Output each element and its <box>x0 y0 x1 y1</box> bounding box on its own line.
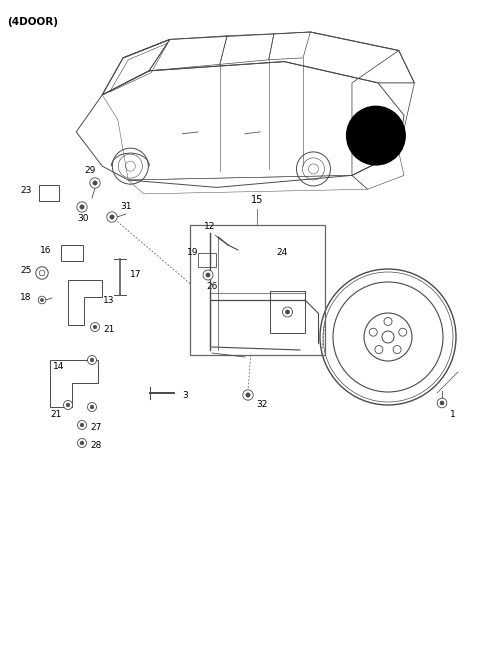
Text: 18: 18 <box>20 293 32 302</box>
Text: 14: 14 <box>53 362 64 371</box>
Circle shape <box>399 328 407 336</box>
Circle shape <box>93 325 97 329</box>
Text: 1: 1 <box>450 410 456 419</box>
Text: 27: 27 <box>90 423 101 432</box>
Text: 24: 24 <box>276 248 287 257</box>
Circle shape <box>38 296 46 304</box>
Text: 21: 21 <box>50 410 61 419</box>
Bar <box>61 245 83 261</box>
Circle shape <box>80 441 84 445</box>
Text: 23: 23 <box>20 186 31 195</box>
Text: 32: 32 <box>256 400 267 409</box>
Circle shape <box>246 393 250 397</box>
Circle shape <box>286 310 289 314</box>
Circle shape <box>346 105 406 166</box>
Bar <box>270 291 305 333</box>
Circle shape <box>90 405 94 409</box>
Circle shape <box>77 438 86 447</box>
Circle shape <box>80 205 84 209</box>
Circle shape <box>87 356 96 364</box>
Text: 25: 25 <box>20 266 31 275</box>
Text: 30: 30 <box>77 214 88 223</box>
Circle shape <box>206 273 210 277</box>
Text: 19: 19 <box>187 248 199 257</box>
Circle shape <box>243 390 253 400</box>
Text: 13: 13 <box>103 296 115 305</box>
Circle shape <box>440 401 444 405</box>
Circle shape <box>375 346 383 354</box>
Circle shape <box>66 403 70 407</box>
Circle shape <box>384 318 392 326</box>
Circle shape <box>107 212 117 222</box>
Circle shape <box>203 270 213 280</box>
Circle shape <box>91 322 99 331</box>
Text: 31: 31 <box>120 202 132 211</box>
Text: 26: 26 <box>206 282 217 291</box>
Circle shape <box>39 271 45 276</box>
Circle shape <box>369 328 377 336</box>
Circle shape <box>63 400 72 409</box>
Bar <box>198 253 216 267</box>
Circle shape <box>283 307 292 317</box>
Circle shape <box>110 215 114 219</box>
Bar <box>39 185 59 201</box>
Circle shape <box>77 202 87 212</box>
Circle shape <box>87 403 96 411</box>
Text: 29: 29 <box>84 166 96 175</box>
Text: 16: 16 <box>40 246 51 255</box>
Circle shape <box>393 346 401 354</box>
Circle shape <box>77 421 86 430</box>
Text: 17: 17 <box>130 270 142 279</box>
Text: (4DOOR): (4DOOR) <box>7 17 58 27</box>
Circle shape <box>80 423 84 427</box>
Bar <box>190 225 325 355</box>
Text: 21: 21 <box>103 325 114 334</box>
Circle shape <box>90 358 94 362</box>
Circle shape <box>437 398 447 408</box>
Text: 15: 15 <box>251 195 263 205</box>
Circle shape <box>40 299 44 301</box>
Text: 12: 12 <box>204 222 216 231</box>
Circle shape <box>90 178 100 188</box>
Text: 3: 3 <box>182 391 188 400</box>
Circle shape <box>93 181 97 185</box>
Circle shape <box>382 331 394 343</box>
Text: 28: 28 <box>90 441 101 450</box>
